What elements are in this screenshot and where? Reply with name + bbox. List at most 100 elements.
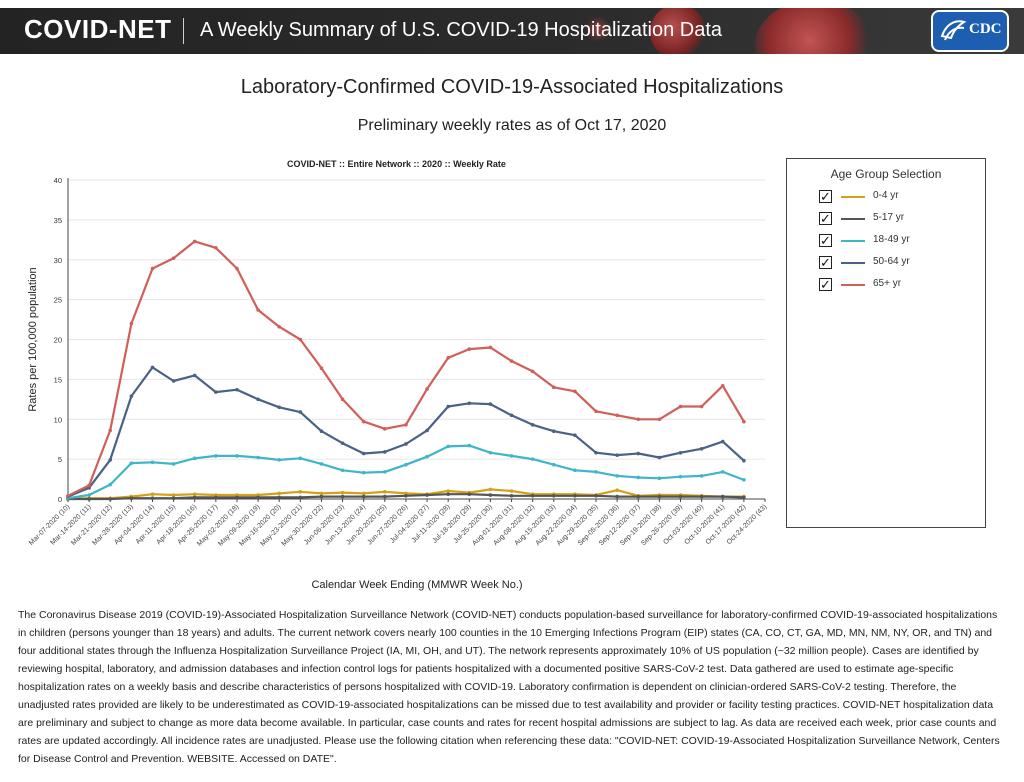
data-point: [573, 389, 577, 394]
y-tick-label: 30: [54, 256, 62, 265]
data-point: [192, 373, 197, 378]
data-point: [678, 494, 683, 499]
data-point: [446, 356, 450, 360]
data-point: [171, 379, 176, 383]
legend-label: 0-4 yr: [873, 190, 899, 201]
data-point: [108, 428, 113, 433]
x-tick-label: Jul-04-2020 (27): [389, 503, 430, 544]
data-point: [171, 496, 176, 501]
age-group-checkbox[interactable]: ✓: [819, 233, 832, 248]
age-group-checkbox[interactable]: ✓: [819, 189, 832, 204]
legend-swatch: [841, 240, 865, 242]
data-point: [171, 256, 176, 260]
data-point: [404, 423, 408, 427]
data-point: [467, 347, 472, 351]
data-point: [298, 495, 303, 500]
data-point: [720, 470, 725, 474]
cdc-logo[interactable]: CDC: [931, 10, 1009, 52]
y-axis-label: Rates per 100,000 population: [27, 267, 39, 411]
data-point: [214, 390, 218, 394]
legend-swatch: [841, 218, 865, 220]
data-point: [615, 474, 619, 478]
data-point: [256, 308, 260, 312]
age-group-checkbox[interactable]: ✓: [819, 277, 832, 292]
hospitalization-line-chart: COVID-NET :: Entire Network :: 2020 :: W…: [27, 159, 769, 591]
data-point: [446, 404, 450, 409]
data-point: [256, 397, 260, 402]
data-point: [298, 337, 303, 342]
data-point: [298, 490, 303, 494]
data-point: [340, 397, 345, 402]
legend-label: 5-17 yr: [873, 212, 905, 223]
hhs-eagle-icon: [940, 20, 967, 41]
page-subtitle: Preliminary weekly rates as of Oct 17, 2…: [357, 117, 667, 134]
data-point: [277, 405, 282, 410]
data-point: [742, 478, 746, 482]
x-tick-label: Oct-24-2020 (43): [726, 503, 769, 546]
data-point: [636, 451, 641, 456]
data-point: [340, 441, 345, 445]
legend-label: 50-64 yr: [873, 256, 910, 267]
legend-swatch: [841, 262, 865, 264]
description-text: The Coronavirus Disease 2019 (COVID-19)-…: [18, 609, 1000, 765]
data-point: [192, 495, 197, 500]
data-point: [87, 497, 91, 501]
age-group-checkbox[interactable]: ✓: [819, 255, 832, 270]
brand-title: COVID-NET: [24, 14, 172, 44]
data-point: [551, 494, 556, 498]
data-point: [678, 404, 683, 409]
data-point: [383, 494, 387, 499]
data-point: [108, 458, 113, 462]
data-point: [594, 409, 598, 414]
series-line-65-yr: [67, 240, 745, 497]
data-point: [699, 494, 704, 499]
data-point: [340, 468, 345, 473]
data-point: [509, 489, 514, 493]
data-point: [319, 429, 324, 434]
data-point: [171, 493, 176, 497]
data-point: [192, 239, 197, 244]
data-point: [488, 450, 493, 455]
data-point: [235, 495, 239, 500]
data-point: [298, 456, 303, 461]
data-point: [108, 497, 113, 501]
data-point: [192, 456, 197, 461]
data-point: [87, 483, 91, 488]
data-point: [87, 493, 91, 497]
data-point: [192, 492, 197, 497]
data-point: [615, 453, 619, 457]
data-point: [108, 482, 113, 487]
data-point: [404, 494, 408, 498]
data-point: [319, 366, 324, 371]
data-point: [404, 462, 408, 467]
data-point: [298, 410, 303, 414]
data-point: [615, 488, 619, 493]
data-point: [361, 419, 366, 424]
y-tick-label: 5: [58, 455, 62, 464]
data-point: [319, 494, 324, 499]
header-subtitle: A Weekly Summary of U.S. COVID-19 Hospit…: [200, 19, 723, 41]
data-point: [509, 494, 514, 498]
x-axis-label: Calendar Week Ending (MMWR Week No.): [311, 579, 522, 591]
data-point: [446, 444, 450, 449]
data-point: [720, 439, 725, 444]
age-group-checkbox[interactable]: ✓: [819, 211, 832, 226]
y-tick-label: 35: [54, 216, 62, 225]
age-group-selection-panel: Age Group Selection ✓ 0-4 yr ✓ 5-17 yr ✓ 18-4…: [786, 158, 986, 528]
data-point: [256, 455, 260, 460]
y-tick-label: 10: [54, 415, 62, 424]
data-point: [150, 266, 155, 271]
data-point: [467, 443, 472, 448]
data-point: [678, 474, 683, 479]
data-point: [404, 442, 408, 446]
data-point: [615, 413, 619, 418]
data-point: [277, 324, 282, 329]
y-tick-label: 40: [54, 176, 62, 185]
data-point: [509, 454, 514, 458]
data-point: [551, 462, 556, 467]
data-point: [636, 475, 641, 480]
data-point: [171, 462, 176, 466]
data-point: [657, 455, 662, 460]
data-point: [425, 493, 429, 497]
data-point: [150, 492, 155, 497]
